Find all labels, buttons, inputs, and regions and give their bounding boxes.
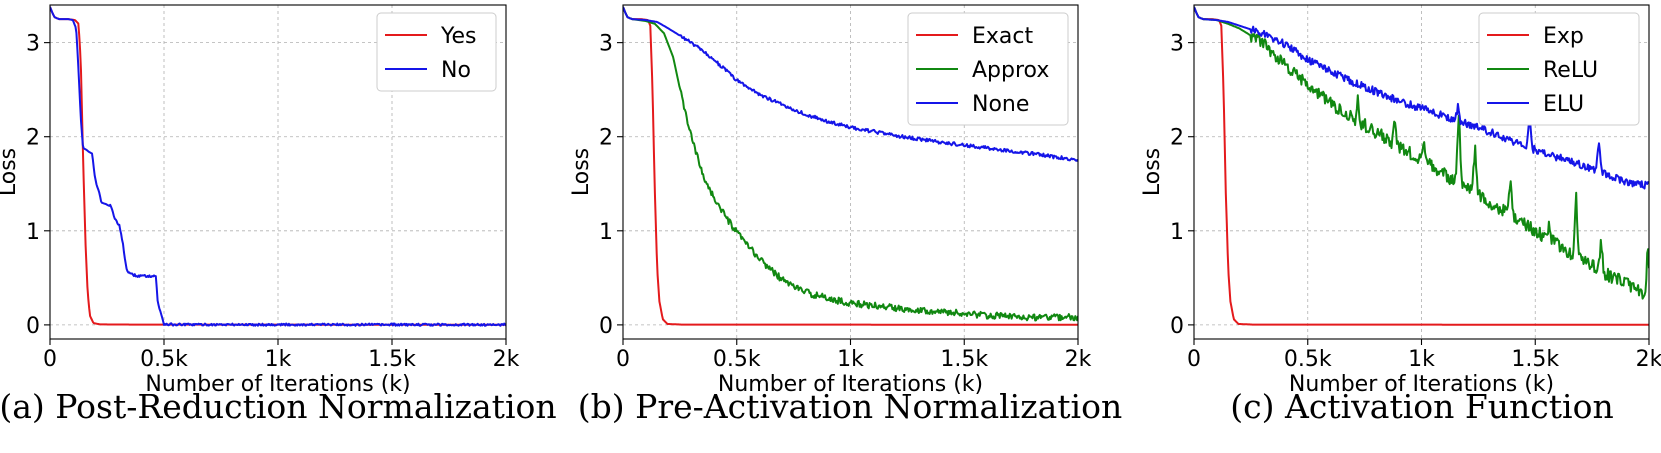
legend-label: Yes [440, 24, 477, 49]
legend-box [376, 12, 497, 92]
x-tick-label: 1.5k [940, 347, 988, 372]
legend: Exp ReLU ELU [1478, 12, 1640, 126]
legend-label: Exp [1543, 24, 1584, 49]
legend-label: ELU [1543, 92, 1584, 117]
x-tick-label: 0 [1187, 347, 1201, 372]
panel-caption: (b) Pre-Activation Normalization [578, 387, 1122, 426]
plot-area [50, 6, 506, 327]
y-tick-label: 2 [1170, 126, 1184, 151]
x-tick-label: 1k [265, 347, 292, 372]
series-line-elu [1194, 6, 1649, 190]
x-tick-label: 1k [837, 347, 864, 372]
y-tick-label: 0 [1170, 314, 1184, 339]
x-axis-title: Number of Iterations (k) [145, 372, 410, 397]
x-tick-label: 2k [1636, 347, 1661, 372]
y-tick-label: 3 [599, 32, 613, 57]
x-axis-title: Number of Iterations (k) [718, 372, 983, 397]
legend-label: ReLU [1543, 58, 1598, 83]
panel-a: 0 0.5k 1k 1.5k 2k 0 1 2 3 Number of Iterations (k… [0, 4, 557, 426]
y-tick-label: 3 [1170, 32, 1184, 57]
legend: Yes No [376, 12, 497, 92]
y-tick-label: 0 [599, 314, 613, 339]
y-tick-label: 1 [599, 220, 613, 245]
panel-c: 0 0.5k 1k 1.5k 2k 0 1 2 3 Number of Iterations (k… [1140, 4, 1661, 426]
series-line-exact [623, 6, 1078, 326]
panel-b: 0 0.5k 1k 1.5k 2k 0 1 2 3 Number of Iterations (k… [569, 4, 1122, 426]
series-line-approx [623, 6, 1078, 322]
x-tick-label: 2k [1065, 347, 1092, 372]
legend-label: Exact [972, 24, 1033, 49]
plot-area [1194, 6, 1649, 326]
y-tick-label: 2 [599, 126, 613, 151]
y-axis-title: Loss [0, 148, 21, 196]
legend: Exact Approx None [907, 12, 1069, 126]
series-line-none [623, 6, 1078, 162]
panel-caption: (a) Post-Reduction Normalization [0, 387, 557, 426]
plot-area [623, 6, 1078, 326]
series-line-no [50, 6, 506, 327]
x-tick-label: 0.5k [140, 347, 188, 372]
legend-label: No [441, 58, 471, 83]
y-tick-label: 3 [26, 32, 40, 57]
x-tick-label: 0 [616, 347, 630, 372]
y-tick-label: 1 [1170, 220, 1184, 245]
y-tick-label: 2 [26, 126, 40, 151]
y-tick-label: 1 [26, 220, 40, 245]
x-tick-label: 0 [43, 347, 57, 372]
series-line-exp [1194, 6, 1649, 326]
x-tick-label: 0.5k [713, 347, 761, 372]
x-tick-label: 2k [493, 347, 520, 372]
x-axis-title: Number of Iterations (k) [1289, 372, 1554, 397]
y-tick-label: 0 [26, 314, 40, 339]
y-axis-title: Loss [1140, 148, 1165, 196]
x-tick-label: 0.5k [1284, 347, 1332, 372]
legend-box [907, 12, 1069, 126]
x-tick-label: 1k [1408, 347, 1435, 372]
series-line-relu [1194, 6, 1649, 300]
x-tick-label: 1.5k [368, 347, 416, 372]
legend-box [1478, 12, 1640, 126]
x-tick-label: 1.5k [1511, 347, 1559, 372]
legend-label: None [972, 92, 1029, 117]
y-axis-title: Loss [569, 148, 594, 196]
panel-caption: (c) Activation Function [1230, 387, 1613, 426]
legend-label: Approx [972, 58, 1049, 83]
